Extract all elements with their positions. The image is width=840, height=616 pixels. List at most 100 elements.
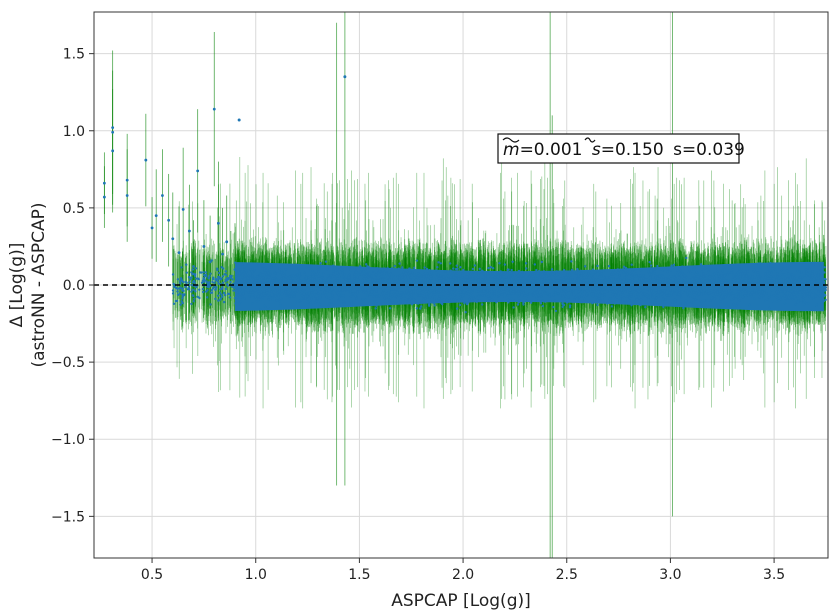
data-point [510,274,513,277]
data-point [161,194,164,197]
data-point [361,298,364,301]
data-point [515,292,518,295]
data-point [540,270,543,274]
data-point [206,296,209,299]
data-point [306,301,310,304]
data-point [194,267,198,270]
data-point [526,299,529,302]
data-point [212,107,216,111]
data-point [306,295,309,299]
data-point [674,280,677,283]
data-point [657,288,661,292]
data-point [606,302,609,305]
data-point [785,269,789,272]
data-point [544,300,547,303]
data-point [600,270,603,273]
data-point [770,289,774,292]
data-point [111,130,115,134]
data-point [125,178,129,182]
data-point [753,276,756,279]
data-point [125,194,129,197]
data-point [490,292,493,295]
data-point [607,264,611,268]
data-point [353,272,356,276]
data-point [525,267,528,270]
data-point [274,289,277,293]
data-point [261,296,264,299]
data-point [455,264,459,267]
data-point [702,282,705,285]
data-point [211,287,215,290]
data-point [746,271,750,275]
data-point [620,294,624,298]
data-point [176,290,179,293]
data-point [517,269,521,273]
data-point [632,301,635,305]
data-point [700,270,703,274]
data-point [484,277,487,281]
data-point [225,240,229,244]
data-point [221,252,224,256]
data-point [102,195,106,199]
data-point [599,299,602,302]
data-point [192,265,195,268]
data-point [457,277,460,280]
data-point [639,303,642,307]
data-point [486,295,490,298]
data-point [583,265,587,268]
data-point [518,288,521,291]
data-point [383,280,387,283]
data-point [510,297,513,300]
data-point [167,218,171,222]
data-point [620,282,623,286]
data-point [723,274,726,278]
data-point [702,283,706,287]
data-point [699,276,703,279]
data-point [716,270,719,273]
data-point [526,289,529,292]
data-point [408,267,411,270]
data-point [280,269,284,273]
data-point [187,229,191,233]
data-point [769,293,773,296]
data-point [754,270,757,273]
data-point [489,265,493,269]
data-point [693,266,696,270]
data-point [534,288,538,291]
data-point [469,294,472,297]
data-point [263,269,266,272]
data-point [177,251,181,255]
data-point [410,293,413,297]
data-point [258,278,261,281]
data-point [801,298,805,301]
data-point [243,297,246,300]
data-point [567,296,571,299]
data-point [526,281,529,285]
data-point [472,271,475,274]
data-point [657,295,661,299]
data-point [596,278,600,281]
data-point [154,214,158,217]
data-point [437,291,441,294]
data-point [727,271,730,274]
data-point [144,158,148,162]
data-point [605,281,609,284]
data-point [181,208,185,211]
data-point [111,149,115,153]
data-point [252,278,255,281]
data-point [709,299,712,303]
data-point [512,306,515,309]
data-point [774,268,777,271]
data-point [330,300,333,304]
data-point [721,272,725,275]
data-point [488,282,491,285]
data-point [196,169,200,173]
data-point [628,289,632,292]
data-point [569,271,572,274]
data-point [493,294,496,298]
data-point [620,268,623,271]
data-point [413,272,416,275]
data-point [423,266,426,269]
data-point [463,302,466,305]
data-point [224,280,227,283]
